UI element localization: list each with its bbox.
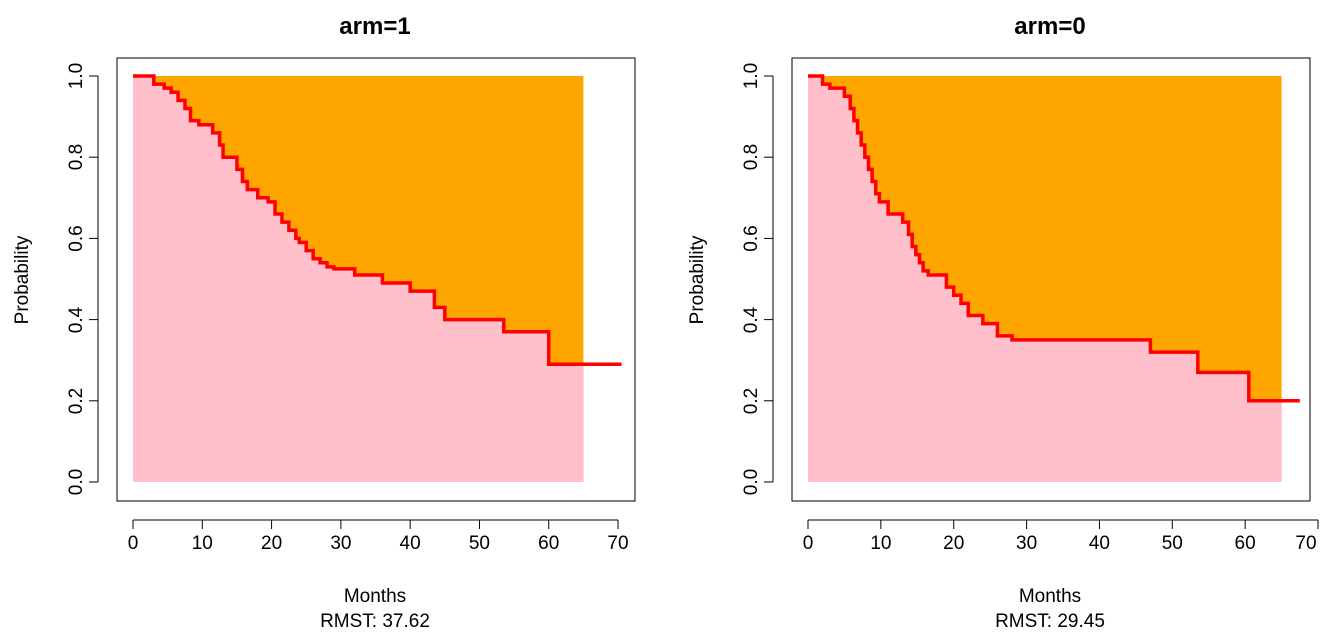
panel-arm-1: arm=1 0 10 20 30 40 50 60 70 0.0 0.2 0.4…: [12, 13, 636, 632]
y-tick-label: 0.6: [741, 225, 762, 251]
y-tick-label: 0.2: [66, 388, 87, 414]
x-tick-label: 30: [1016, 533, 1037, 554]
y-tick-label: 0.8: [741, 144, 762, 170]
survival-curve: [133, 74, 622, 367]
x-tick-label: 50: [469, 533, 490, 554]
plot-area: [764, 74, 1319, 529]
y-tick-label: 0.0: [66, 469, 87, 495]
y-tick-label: 0.2: [741, 388, 762, 414]
x-tick-label: 40: [1089, 533, 1110, 554]
x-tick-label: 0: [128, 533, 139, 554]
x-tick-label: 20: [261, 533, 282, 554]
x-tick-label: 40: [400, 533, 421, 554]
x-tick-label: 60: [1235, 533, 1256, 554]
panel-title: arm=1: [339, 13, 410, 40]
x-tick-label: 0: [803, 533, 814, 554]
y-tick-label: 1.0: [66, 63, 87, 89]
y-tick-label: 1.0: [741, 63, 762, 89]
y-axis-label: Probability: [687, 235, 708, 324]
plot-area: [89, 74, 622, 529]
x-tick-label: 70: [607, 533, 628, 554]
x-tick-label: 30: [330, 533, 351, 554]
area-under-curve: [133, 76, 584, 482]
x-tick-label: 60: [538, 533, 559, 554]
panel-title: arm=0: [1014, 13, 1085, 40]
x-tick-label: 70: [1295, 533, 1316, 554]
y-axis-label: Probability: [12, 235, 33, 324]
x-tick-label: 20: [943, 533, 964, 554]
y-tick-label: 0.8: [66, 144, 87, 170]
rmst-label: RMST: 29.45: [995, 611, 1105, 632]
x-axis-label: Months: [344, 586, 406, 607]
area-under-curve: [808, 76, 1282, 482]
x-tick-label: 50: [1162, 533, 1183, 554]
y-tick-label: 0.4: [66, 306, 87, 333]
plot-frame: [791, 57, 1311, 502]
x-tick-label: 10: [192, 533, 213, 554]
rmst-label: RMST: 37.62: [320, 611, 430, 632]
x-tick-label: 10: [870, 533, 891, 554]
y-tick-label: 0.0: [741, 469, 762, 495]
x-axis-label: Months: [1019, 586, 1081, 607]
plot-frame: [116, 57, 636, 502]
survival-curve: [808, 74, 1300, 403]
panel-arm-0: arm=0 0 10 20 30 40 50 60 70 0.0 0.2 0.4…: [687, 13, 1319, 632]
y-tick-label: 0.4: [741, 306, 762, 333]
y-tick-label: 0.6: [66, 225, 87, 251]
